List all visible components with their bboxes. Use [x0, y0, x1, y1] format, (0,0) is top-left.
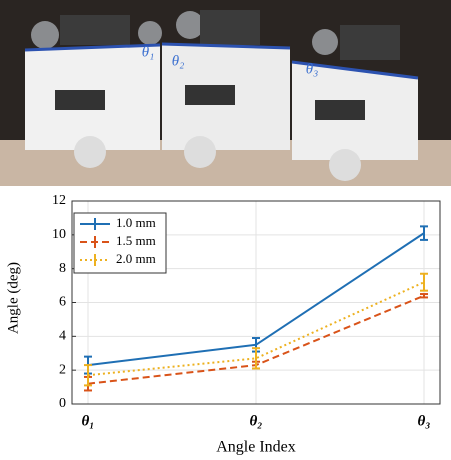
- x-tick-label: θ₁: [81, 413, 94, 429]
- angle-label: θ₃: [306, 61, 319, 77]
- y-axis-label: Angle (deg): [5, 262, 21, 334]
- plot-frame: [71, 200, 441, 405]
- angle-label: θ₁: [142, 44, 155, 60]
- error-bar: [252, 347, 260, 370]
- angle-label: θ₂: [172, 53, 185, 69]
- x-tick-label: θ₂: [249, 413, 262, 429]
- error-bar: [420, 293, 428, 299]
- error-bar: [420, 225, 428, 241]
- chart: Angle (deg) Angle Index 0 2 4 6 8 10 12 θ₁ θ₂ θ₃ 1…: [5, 193, 441, 456]
- y-tick-label: 0: [59, 396, 66, 411]
- x-axis-label: Angle Index: [216, 439, 296, 456]
- y-tick-label: 6: [59, 295, 66, 310]
- legend-label: 1.5 mm: [116, 233, 156, 248]
- y-tick-label: 4: [59, 329, 66, 344]
- legend-label: 1.0 mm: [116, 215, 156, 230]
- y-tick-label: 12: [52, 193, 66, 208]
- y-tick-label: 10: [52, 227, 66, 242]
- photo: θ₁ θ₂ θ₃: [0, 0, 451, 186]
- legend-label: 2.0 mm: [116, 251, 156, 266]
- error-bar: [420, 272, 428, 292]
- y-tick-label: 8: [59, 261, 66, 276]
- series-line: [87, 281, 425, 377]
- error-bar: [84, 364, 92, 387]
- x-tick-label: θ₃: [417, 413, 430, 429]
- y-tick-label: 2: [59, 362, 66, 377]
- robot-modules: [24, 10, 419, 181]
